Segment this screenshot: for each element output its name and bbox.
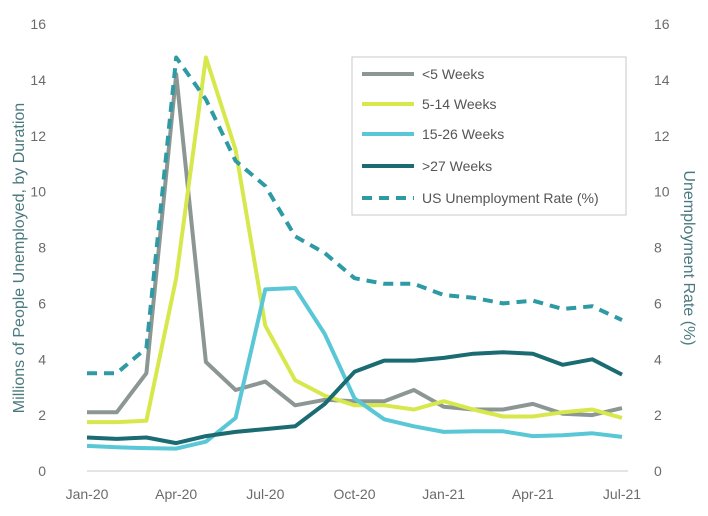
x-tick-label: Jul-20	[246, 486, 284, 502]
series-line-2	[86, 286, 623, 451]
left-tick-label: 6	[38, 295, 46, 311]
legend-label: US Unemployment Rate (%)	[422, 190, 599, 206]
left-tick-label: 4	[38, 351, 46, 367]
right-tick-label: 0	[654, 463, 662, 479]
legend: <5 Weeks 5-14 Weeks 15-26 Weeks >27 Weeks US…	[351, 56, 627, 216]
x-tick-label: Jan-21	[422, 486, 465, 502]
x-tick-label: Jan-20	[66, 486, 109, 502]
left-tick-label: 0	[38, 463, 46, 479]
legend-label: >27 Weeks	[422, 158, 492, 174]
left-tick-label: 2	[38, 407, 46, 423]
left-tick-label: 16	[30, 16, 46, 32]
y-axis-label: Millions of People Unemployed, by Durati…	[11, 103, 28, 413]
left-tick-label: 12	[30, 128, 46, 144]
right-tick-label: 16	[654, 16, 670, 32]
right-tick-label: 8	[654, 240, 662, 256]
legend-label: 5-14 Weeks	[422, 96, 496, 112]
left-tick-label: 8	[38, 240, 46, 256]
x-tick-label: Apr-20	[155, 486, 197, 502]
legend-label: <5 Weeks	[422, 66, 484, 82]
legend-label: 15-26 Weeks	[422, 126, 504, 142]
series-line-3	[86, 350, 623, 446]
right-tick-label: 6	[654, 295, 662, 311]
right-tick-label: 2	[654, 407, 662, 423]
left-tick-label: 14	[30, 72, 46, 88]
series-lines	[86, 55, 623, 451]
right-tick-label: 10	[654, 184, 670, 200]
x-tick-label: Jul-21	[603, 486, 641, 502]
x-tick-label: Oct-20	[333, 486, 375, 502]
left-axis-ticks: 0 2 4 6 8 10 12 14 16	[30, 16, 46, 479]
x-tick-label: Apr-21	[512, 486, 554, 502]
right-axis-ticks: 0 2 4 6 8 10 12 14 16	[654, 16, 670, 479]
right-tick-label: 12	[654, 128, 670, 144]
right-tick-label: 14	[654, 72, 670, 88]
x-axis-ticks: Jan-20 Apr-20 Jul-20 Oct-20 Jan-21 Apr-21 Jul-…	[66, 486, 642, 502]
series-line-1	[87, 55, 623, 425]
right-tick-label: 4	[654, 351, 662, 367]
left-tick-label: 10	[30, 184, 46, 200]
series-line-4	[87, 55, 623, 376]
y2-axis-label: Unemployment Rate (%)	[680, 170, 697, 345]
